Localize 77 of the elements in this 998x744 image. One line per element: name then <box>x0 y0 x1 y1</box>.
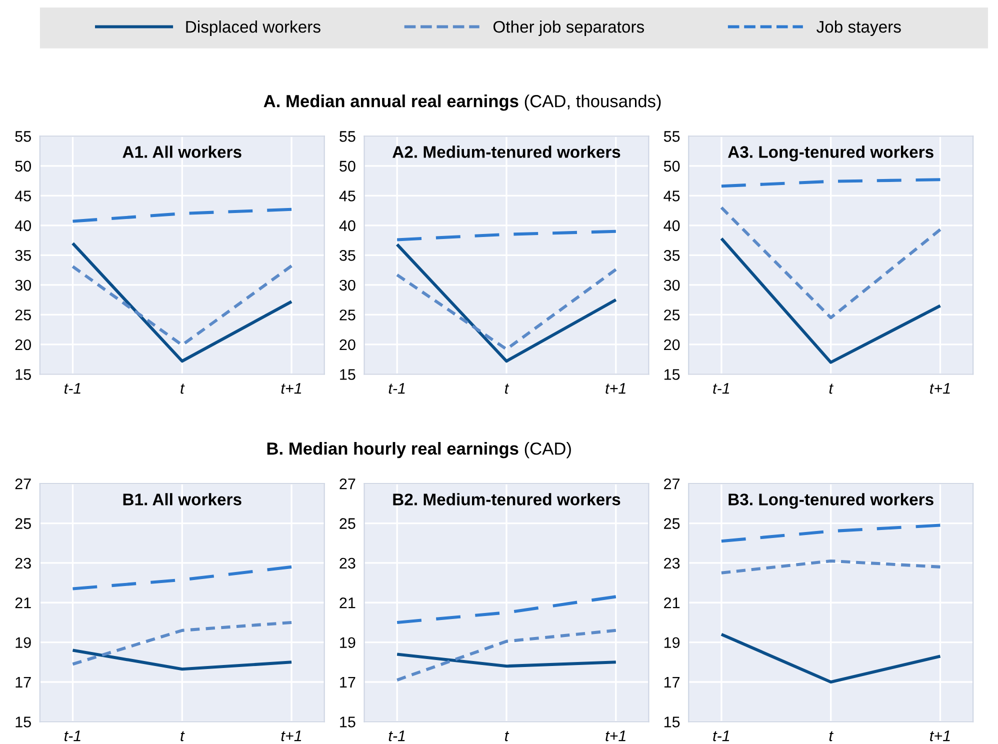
y-tick-label: 25 <box>664 518 680 529</box>
chart-title: B1. All workers <box>123 493 242 506</box>
y-tick-label: 50 <box>340 160 356 172</box>
y-tick-label: 15 <box>340 369 356 380</box>
y-tick-label: 23 <box>664 558 680 569</box>
y-tick-label: 35 <box>664 250 680 261</box>
y-tick-label: 15 <box>340 716 356 728</box>
y-tick-label: 17 <box>340 677 356 688</box>
legend-label: Displaced workers <box>186 20 320 36</box>
x-tick-label: t-1 <box>713 383 730 394</box>
y-tick-label: 35 <box>340 250 356 261</box>
y-tick-label: 20 <box>340 339 356 350</box>
text: A. Median annual real earnings (CAD, thousands) <box>264 94 661 111</box>
chart-title: A1. All workers <box>122 146 242 158</box>
y-tick-label: 55 <box>340 131 356 142</box>
x-tick-label: t-1 <box>64 730 80 742</box>
y-tick-label: 21 <box>664 598 680 608</box>
y-tick-label: 27 <box>664 478 680 490</box>
x-tick-label: t <box>180 731 185 742</box>
y-tick-label: 15 <box>16 716 31 728</box>
text: B3. Long-tenured workers <box>728 493 934 509</box>
y-tick-label: 15 <box>664 369 680 380</box>
y-tick-label: 25 <box>664 310 680 320</box>
x-tick-label: t+1 <box>606 730 626 742</box>
y-tick-label: 45 <box>14 190 31 202</box>
x-tick-label: t <box>829 384 834 394</box>
y-tick-label: 55 <box>15 131 31 142</box>
x-tick-label: t <box>505 731 510 742</box>
y-tick-label: 19 <box>16 637 31 648</box>
y-tick-label: 40 <box>664 220 680 232</box>
y-tick-label: 25 <box>340 518 356 529</box>
y-tick-label: 19 <box>340 637 356 648</box>
y-tick-label: 21 <box>15 598 31 608</box>
y-tick-label: 17 <box>16 677 31 688</box>
x-tick-label: t-1 <box>64 383 80 394</box>
y-tick-label: 30 <box>664 280 680 291</box>
x-tick-label: t <box>829 731 834 742</box>
y-tick-label: 19 <box>664 637 680 648</box>
chart-title: B2. Medium-tenured workers <box>393 493 620 506</box>
text: B. Median hourly real earnings (CAD) <box>267 442 571 458</box>
y-tick-label: 45 <box>664 190 680 202</box>
y-tick-label: 25 <box>340 310 356 320</box>
x-tick-label: t-1 <box>713 730 730 742</box>
y-tick-label: 25 <box>15 310 31 320</box>
y-tick-label: 21 <box>340 598 356 608</box>
y-tick-label: 25 <box>15 518 31 529</box>
legend-label: Other job separators <box>493 20 644 36</box>
x-tick-label: t+1 <box>281 383 302 394</box>
x-tick-label: t-1 <box>388 730 405 742</box>
x-tick-label: t+1 <box>930 730 950 742</box>
x-tick-label: t+1 <box>281 730 302 742</box>
x-tick-label: t-1 <box>388 383 405 394</box>
y-tick-label: 40 <box>339 220 356 232</box>
y-tick-label: 30 <box>340 280 356 291</box>
x-tick-label: t <box>180 384 185 394</box>
y-tick-label: 23 <box>340 558 356 569</box>
y-tick-label: 17 <box>664 677 680 688</box>
y-tick-label: 20 <box>15 339 31 350</box>
y-tick-label: 50 <box>15 160 31 172</box>
y-tick-label: 23 <box>15 558 31 569</box>
y-tick-label: 27 <box>15 478 31 490</box>
legend-label: Job stayers <box>816 20 901 36</box>
x-tick-label: t+1 <box>930 383 950 394</box>
y-tick-label: 30 <box>15 280 31 291</box>
y-tick-label: 40 <box>14 220 31 232</box>
y-tick-label: 20 <box>664 339 680 350</box>
y-tick-label: 35 <box>15 250 31 261</box>
x-tick-label: t+1 <box>606 383 626 394</box>
chart-title: A2. Medium-tenured workers <box>392 146 620 158</box>
y-tick-label: 55 <box>664 131 680 142</box>
y-tick-label: 50 <box>664 160 680 172</box>
text: A3. Long-tenured workers <box>728 146 934 162</box>
y-tick-label: 27 <box>340 478 356 490</box>
y-tick-label: 15 <box>16 369 31 380</box>
x-tick-label: t <box>505 384 510 394</box>
y-tick-label: 15 <box>664 716 680 728</box>
y-tick-label: 45 <box>339 190 356 202</box>
